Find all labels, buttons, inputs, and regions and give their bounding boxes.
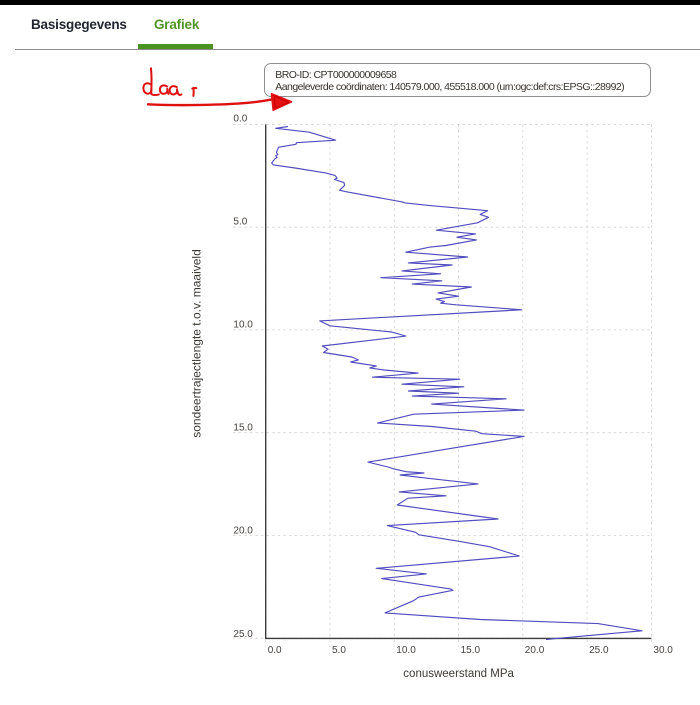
- svg-text:10.0: 10.0: [396, 645, 416, 656]
- svg-text:0.0: 0.0: [268, 645, 282, 656]
- svg-text:20.0: 20.0: [233, 526, 253, 537]
- svg-text:5.0: 5.0: [233, 216, 247, 227]
- svg-text:10.0: 10.0: [233, 320, 253, 331]
- svg-text:15.0: 15.0: [461, 645, 481, 656]
- svg-text:30.0: 30.0: [653, 645, 673, 656]
- svg-text:15.0: 15.0: [233, 423, 253, 434]
- svg-text:conusweerstand MPa: conusweerstand MPa: [403, 668, 514, 680]
- svg-text:25.0: 25.0: [233, 629, 253, 640]
- svg-text:25.0: 25.0: [589, 645, 609, 656]
- svg-text:5.0: 5.0: [332, 645, 346, 656]
- svg-text:20.0: 20.0: [525, 645, 545, 656]
- svg-text:0.0: 0.0: [233, 113, 247, 124]
- svg-text:sondeertrajectlengte t.o.v. ma: sondeertrajectlengte t.o.v. maaiveld: [190, 249, 204, 438]
